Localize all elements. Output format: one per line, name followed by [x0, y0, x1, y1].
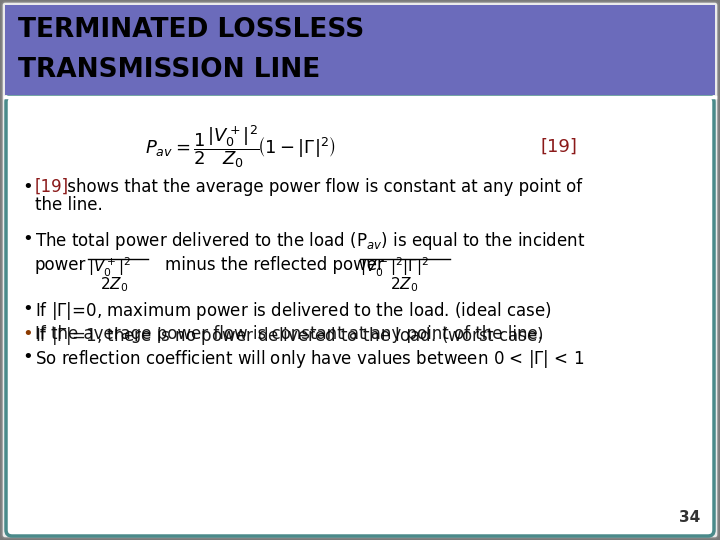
Text: minus the reflected power: minus the reflected power: [165, 256, 384, 274]
Text: •: •: [22, 230, 32, 248]
Text: $|V_0^-|^2|\Gamma|^2$: $|V_0^-|^2|\Gamma|^2$: [360, 256, 429, 279]
Text: If the average power flow is constant at any point of the line.: If the average power flow is constant at…: [35, 325, 543, 343]
Text: shows that the average power flow is constant at any point of: shows that the average power flow is con…: [62, 178, 582, 196]
Text: $|V_0^+|^2$: $|V_0^+|^2$: [88, 256, 131, 279]
Text: So reflection coefficient will only have values between 0 < $|\Gamma|$ < 1: So reflection coefficient will only have…: [35, 348, 584, 370]
FancyBboxPatch shape: [6, 96, 714, 536]
Text: •: •: [22, 178, 32, 196]
Text: If $|\Gamma|$=0, maximum power is delivered to the load. (ideal case): If $|\Gamma|$=0, maximum power is delive…: [35, 300, 552, 322]
Text: TERMINATED LOSSLESS: TERMINATED LOSSLESS: [18, 17, 364, 43]
Text: the line.: the line.: [35, 196, 103, 214]
Text: $2Z_0$: $2Z_0$: [100, 275, 128, 294]
Text: The total power delivered to the load (P$_{av}$) is equal to the incident: The total power delivered to the load (P…: [35, 230, 585, 252]
Text: [19]: [19]: [35, 178, 69, 196]
Text: •: •: [22, 325, 32, 343]
Text: •: •: [22, 348, 32, 366]
Text: power: power: [35, 256, 86, 274]
Text: 34: 34: [679, 510, 700, 525]
Text: $2Z_0$: $2Z_0$: [390, 275, 418, 294]
Text: TRANSMISSION LINE: TRANSMISSION LINE: [18, 57, 320, 83]
Text: [19]: [19]: [540, 138, 577, 156]
Text: If $|\Gamma|$=1, there is no power delivered to the load. (worst case): If $|\Gamma|$=1, there is no power deliv…: [35, 325, 544, 347]
Bar: [5, 5, 715, 95]
Text: $P_{av}=\dfrac{1}{2}\dfrac{|V_0^+|^2}{Z_0}\!\left(1-|\Gamma|^2\right)$: $P_{av}=\dfrac{1}{2}\dfrac{|V_0^+|^2}{Z_…: [145, 124, 336, 171]
Text: •: •: [22, 300, 32, 318]
